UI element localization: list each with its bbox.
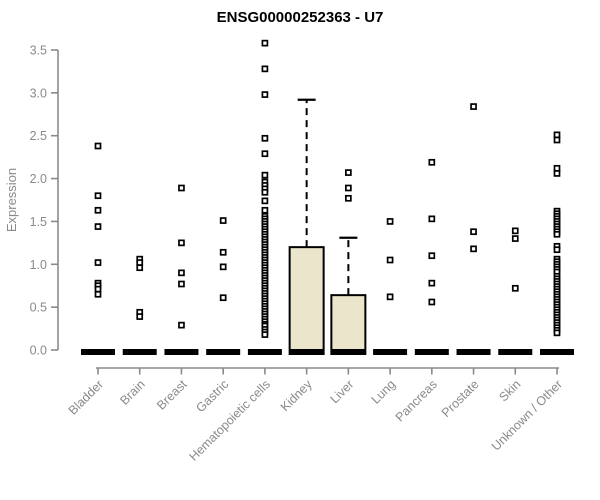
median-bar bbox=[414, 349, 449, 355]
y-axis-label: Expression bbox=[4, 168, 19, 232]
outlier-point bbox=[178, 280, 185, 288]
outlier-point bbox=[553, 164, 561, 172]
outlier-point bbox=[386, 293, 394, 301]
y-tick-label: 0.0 bbox=[30, 344, 47, 358]
median-bar bbox=[331, 349, 366, 355]
outlier-point bbox=[94, 290, 102, 298]
outlier-point bbox=[470, 228, 477, 236]
outlier-point bbox=[428, 279, 436, 287]
median-bar bbox=[122, 349, 157, 355]
outlier-point bbox=[345, 194, 352, 202]
x-category-label: Gastric bbox=[193, 377, 231, 415]
median-bar bbox=[247, 349, 282, 355]
outlier-point bbox=[178, 321, 185, 329]
outlier-point bbox=[428, 215, 436, 223]
outlier-point bbox=[553, 136, 561, 144]
median-bar bbox=[373, 349, 408, 355]
outlier-point bbox=[261, 171, 269, 179]
x-category-label: Liver bbox=[327, 377, 356, 406]
outlier-point bbox=[261, 331, 269, 338]
outlier-point bbox=[261, 188, 269, 196]
outlier-point bbox=[511, 284, 519, 292]
x-category-label: Lung bbox=[369, 377, 399, 407]
median-bar bbox=[540, 349, 574, 355]
outlier-point bbox=[94, 259, 102, 266]
outlier-point bbox=[261, 134, 269, 142]
outlier-point bbox=[553, 246, 561, 254]
x-category-label: Brain bbox=[117, 377, 148, 408]
outlier-point bbox=[386, 218, 394, 225]
outlier-point bbox=[345, 169, 352, 176]
median-bar bbox=[498, 349, 533, 355]
x-category-label: Skin bbox=[496, 377, 523, 404]
x-category-label: Bladder bbox=[66, 377, 106, 417]
outlier-point bbox=[553, 170, 561, 177]
outlier-point bbox=[261, 150, 269, 158]
y-tick-label: 3.5 bbox=[30, 44, 47, 58]
outlier-point bbox=[178, 184, 185, 192]
box-kidney bbox=[288, 246, 325, 355]
outlier-point bbox=[178, 239, 185, 247]
outlier-point bbox=[428, 158, 436, 166]
y-tick-label: 0.5 bbox=[30, 301, 47, 315]
outlier-point bbox=[219, 217, 227, 224]
median-bar bbox=[456, 349, 491, 355]
outlier-point bbox=[553, 329, 561, 337]
outlier-point bbox=[470, 245, 477, 253]
outlier-point bbox=[136, 264, 144, 272]
outlier-point bbox=[345, 184, 352, 192]
outlier-point bbox=[553, 131, 561, 139]
outlier-point bbox=[178, 269, 185, 277]
outlier-point bbox=[219, 248, 227, 256]
outlier-point bbox=[428, 252, 436, 260]
y-tick-label: 1.5 bbox=[30, 215, 47, 229]
outlier-point bbox=[511, 235, 519, 242]
outlier-point bbox=[261, 39, 269, 47]
outlier-point bbox=[94, 285, 102, 293]
outlier-point bbox=[428, 298, 436, 306]
median-bar bbox=[289, 349, 324, 355]
outlier-point bbox=[94, 142, 102, 150]
y-tick-label: 1.0 bbox=[30, 258, 47, 272]
median-bar bbox=[81, 349, 115, 355]
outlier-point bbox=[553, 230, 561, 238]
x-category-label: Prostate bbox=[439, 377, 482, 420]
outlier-point bbox=[261, 206, 269, 214]
y-tick-label: 3.0 bbox=[30, 86, 47, 100]
outlier-point bbox=[511, 227, 519, 235]
outlier-point bbox=[261, 65, 269, 73]
median-bar bbox=[206, 349, 241, 355]
outlier-point bbox=[219, 263, 227, 271]
x-category-label: Unknown / Other bbox=[489, 377, 565, 453]
y-tick-label: 2.5 bbox=[30, 129, 47, 143]
x-category-label: Pancreas bbox=[393, 377, 440, 424]
x-category-label: Kidney bbox=[278, 377, 315, 414]
outlier-point bbox=[470, 103, 477, 110]
x-category-label: Hematopoietic cells bbox=[186, 377, 273, 464]
outlier-point bbox=[94, 223, 102, 230]
median-bar bbox=[164, 349, 199, 355]
y-tick-label: 2.0 bbox=[30, 172, 47, 186]
outlier-point bbox=[219, 294, 227, 302]
chart-title: ENSG00000252363 - U7 bbox=[217, 9, 384, 26]
outlier-point bbox=[136, 313, 144, 320]
outlier-point bbox=[94, 206, 102, 214]
outlier-point bbox=[386, 256, 394, 264]
outlier-point bbox=[261, 91, 269, 98]
outlier-point bbox=[94, 192, 102, 200]
outlier-point bbox=[261, 197, 269, 205]
box-liver bbox=[330, 294, 367, 355]
outlier-point bbox=[136, 259, 144, 266]
plot-area: 0.0 0.5 1.0 1.5 2.0 2.5 3.0 3.5 Bladder Brain Brea… bbox=[30, 39, 574, 464]
x-category-label: Breast bbox=[154, 377, 190, 413]
